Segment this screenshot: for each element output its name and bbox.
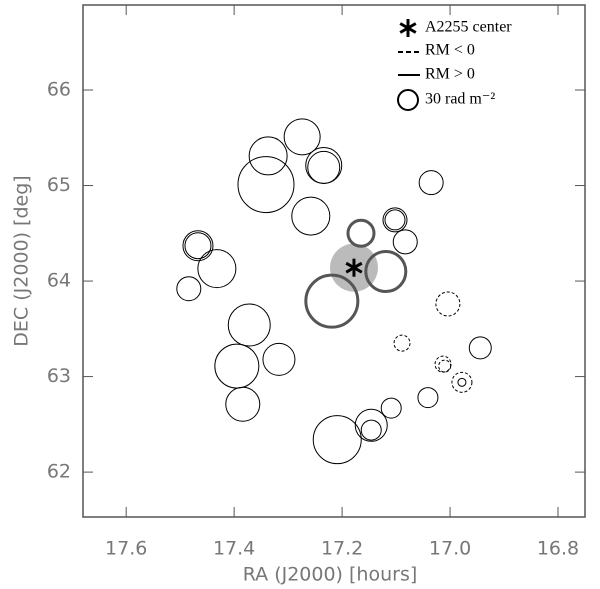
plot-frame xyxy=(82,4,586,518)
rm-circle xyxy=(392,229,418,255)
rm-circle xyxy=(214,343,260,389)
rm-circle xyxy=(468,336,492,360)
rm-circle xyxy=(291,196,331,236)
rm-circle xyxy=(283,118,321,156)
x-tick-label: 17.2 xyxy=(321,538,363,560)
rm-circle xyxy=(360,419,382,441)
rm-circle xyxy=(184,232,212,260)
rm-circle xyxy=(434,355,452,373)
rm-circle xyxy=(304,273,360,329)
rm-circle xyxy=(382,207,408,233)
rm-circle xyxy=(451,371,473,393)
rm-circle xyxy=(417,387,439,409)
legend-label: RM > 0 xyxy=(425,66,475,83)
rm-circle xyxy=(237,156,295,214)
rm-circle xyxy=(435,291,461,317)
x-tick-label: 17.4 xyxy=(213,538,255,560)
rm-circle xyxy=(305,146,343,184)
x-tick-label: 16.8 xyxy=(537,538,579,560)
rm-circle xyxy=(457,377,467,387)
rm-circle xyxy=(354,408,388,442)
legend-size-circle xyxy=(397,89,419,111)
y-tick-label: 64 xyxy=(47,270,71,292)
rm-circle xyxy=(346,218,376,248)
rm-circle xyxy=(248,136,288,176)
rm-circle xyxy=(384,209,406,231)
legend-label: RM < 0 xyxy=(425,42,475,59)
rm-circle xyxy=(393,334,411,352)
y-tick-label: 62 xyxy=(47,461,71,483)
rm-circle xyxy=(418,170,444,196)
rm-circle xyxy=(225,386,261,422)
rm-circle xyxy=(227,303,271,347)
y-tick-label: 65 xyxy=(47,174,71,196)
y-tick-label: 66 xyxy=(47,79,71,101)
x-tick-label: 17.0 xyxy=(429,538,471,560)
rm-circle xyxy=(380,397,402,419)
x-tick-label: 17.6 xyxy=(105,538,147,560)
rm-circle xyxy=(182,230,214,262)
rm-circle xyxy=(438,359,452,373)
legend-label: 30 rad m⁻² xyxy=(425,91,495,108)
rm-circle xyxy=(312,415,362,465)
rm-circle xyxy=(197,249,237,289)
rm-circle xyxy=(176,276,202,302)
center-marker xyxy=(345,261,363,274)
legend-label: A2255 center xyxy=(425,19,512,36)
rm-circle xyxy=(307,150,341,184)
legend-star xyxy=(399,22,417,34)
rm-circle xyxy=(364,250,408,294)
rm-circle xyxy=(262,342,296,376)
x-axis-label: RA (J2000) [hours] xyxy=(243,564,418,586)
y-tick-label: 63 xyxy=(47,365,71,387)
y-axis-label: DEC (J2000) [deg] xyxy=(11,175,33,346)
